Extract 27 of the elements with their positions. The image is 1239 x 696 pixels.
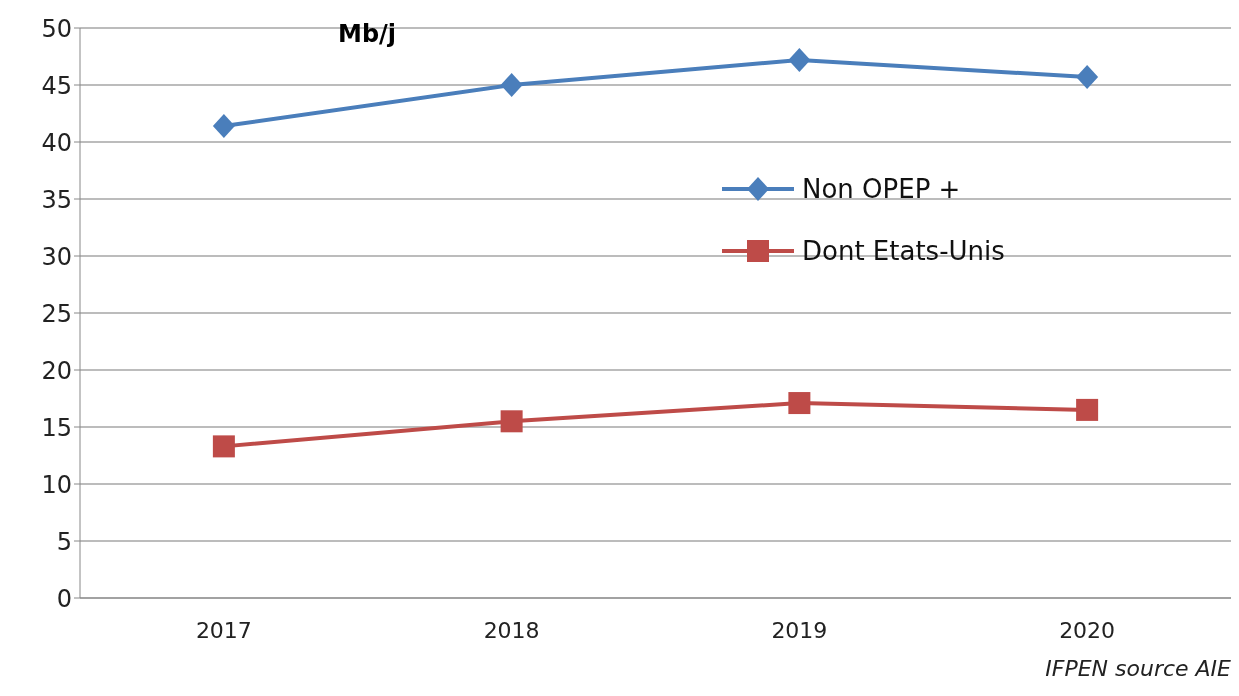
point <box>1076 65 1099 90</box>
legend-label: Dont Etats-Unis <box>802 236 1005 266</box>
y-tick-label: 0 <box>56 584 72 613</box>
y-tick-label: 40 <box>41 128 72 157</box>
legend-label: Non OPEP + <box>802 174 961 204</box>
y-tick-label: 10 <box>41 470 72 499</box>
y-tick-label: 5 <box>56 527 72 556</box>
x-tick-label: 2019 <box>771 617 828 643</box>
y-tick-label: 20 <box>41 356 72 385</box>
point <box>500 73 523 97</box>
y-tick-label: 35 <box>41 185 72 214</box>
point <box>212 435 235 458</box>
x-tick-label: 2018 <box>483 617 540 643</box>
point <box>1076 398 1099 421</box>
y-tick-label: 45 <box>41 71 72 100</box>
point <box>788 47 811 72</box>
y-axis-title: Mb/j <box>338 20 397 48</box>
y-tick-label: 25 <box>41 299 72 328</box>
point <box>788 392 811 415</box>
text: IFPEN source AIE <box>1045 656 1231 681</box>
x-tick-label: 2017 <box>195 617 252 643</box>
y-tick-label: 50 <box>41 14 72 43</box>
x-tick-label: 2020 <box>1059 617 1116 643</box>
y-tick-label: 15 <box>41 413 72 442</box>
y-tick-label: 30 <box>41 242 72 271</box>
point <box>212 114 235 139</box>
point <box>500 410 523 433</box>
